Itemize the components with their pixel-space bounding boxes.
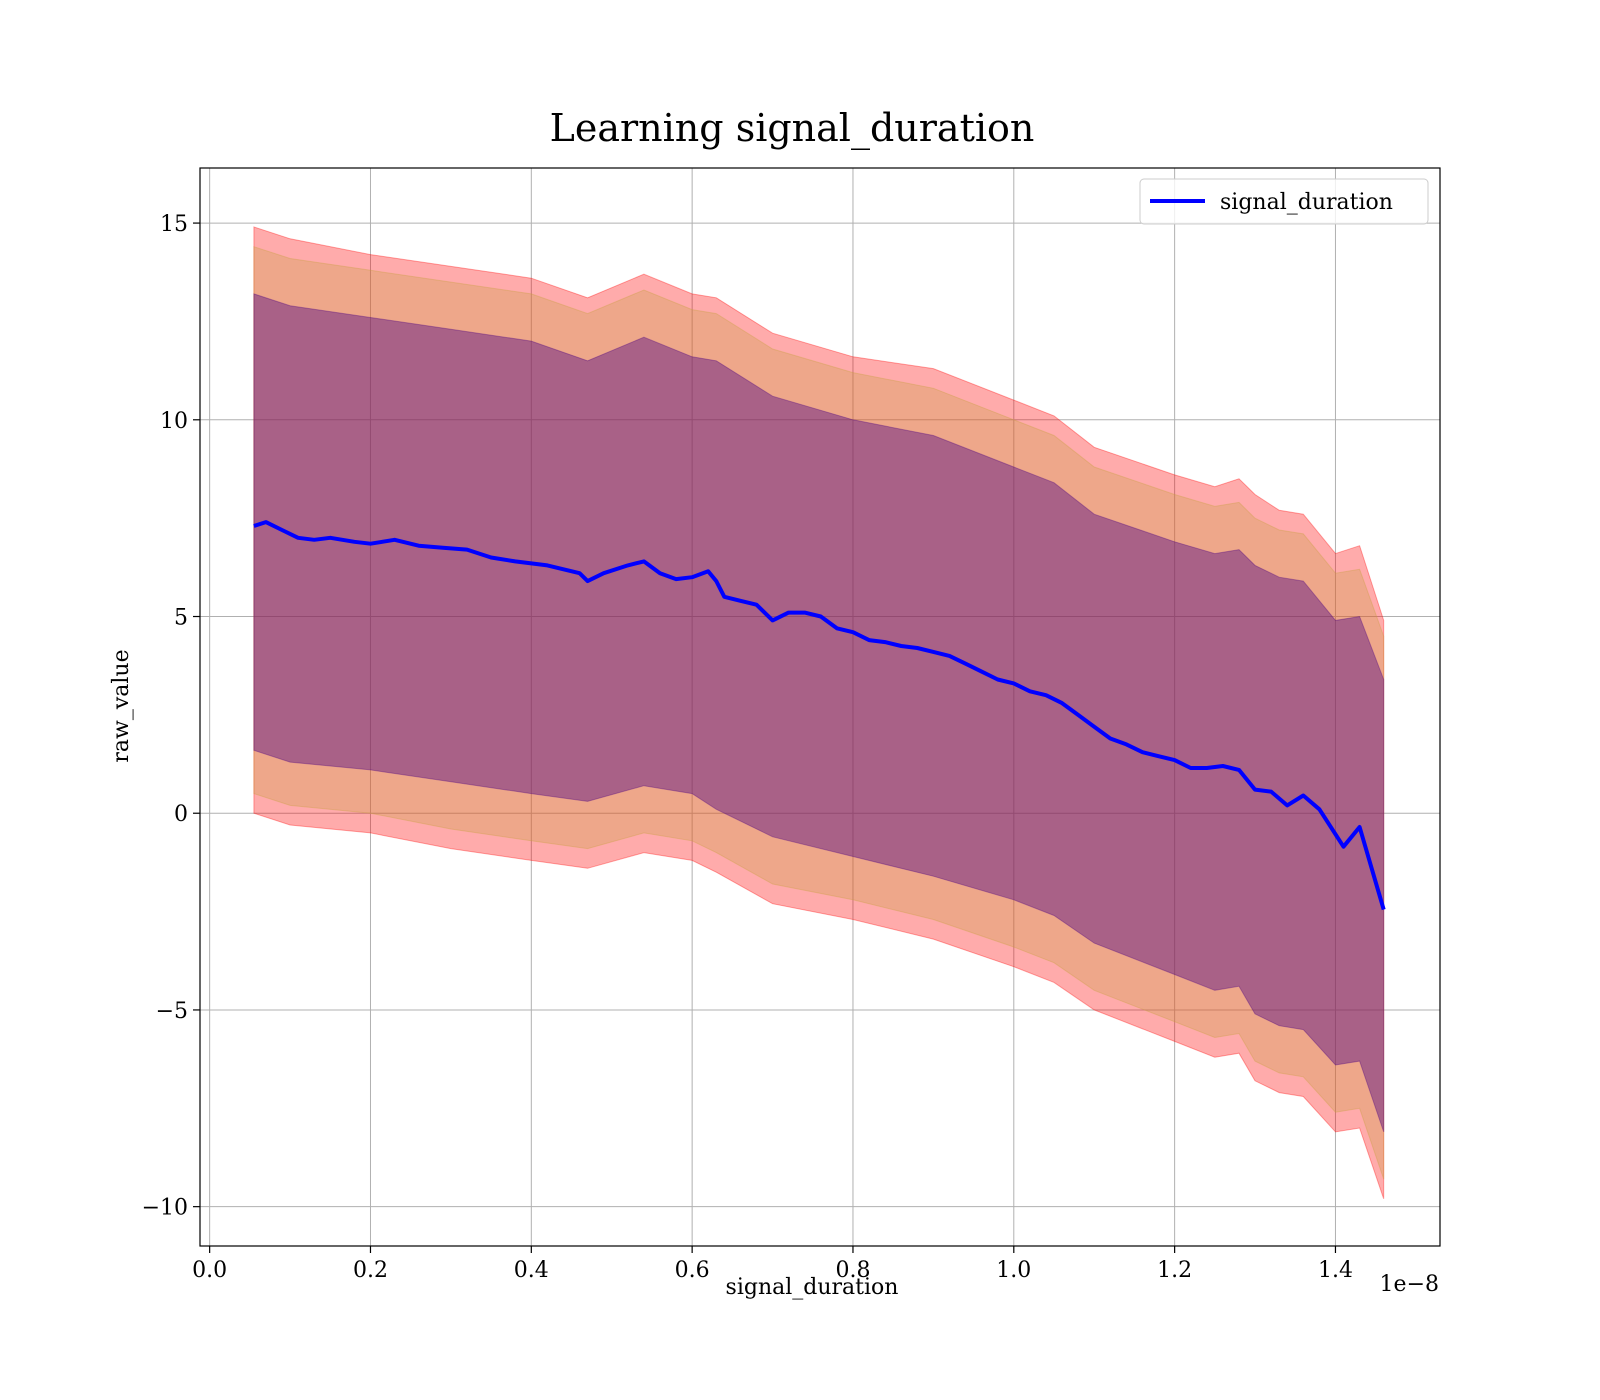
legend: signal_duration [1139, 178, 1429, 225]
band-2 [253, 293, 1385, 1133]
x-tick-label: 1.4 [1318, 1258, 1353, 1283]
x-tick-label: 0.8 [835, 1258, 870, 1283]
x-axis-label: signal_duration [726, 1275, 899, 1300]
x-tick-label: 0.0 [192, 1258, 227, 1283]
y-tick-label: −5 [156, 999, 188, 1024]
y-tick-label: −10 [142, 1196, 188, 1221]
y-tick-label: 0 [174, 802, 188, 827]
y-tick-label: 15 [160, 212, 188, 237]
y-axis-label: raw_value [109, 649, 134, 762]
x-tick-label: 1.0 [996, 1258, 1031, 1283]
x-tick-label: 0.6 [675, 1258, 710, 1283]
band-0 [253, 226, 1385, 1199]
plot-area: 0.0 0.2 0.4 0.6 0.8 1.0 1.2 1.4 −10 −5 0 5 10 15 [142, 167, 1441, 1283]
legend-label: signal_duration [1220, 190, 1393, 215]
series-line-signal_duration [253, 520, 1386, 911]
x-offset-label: 1e−8 [1380, 1272, 1439, 1297]
y-tick-label: 5 [174, 606, 188, 631]
x-tick-label: 0.4 [514, 1258, 549, 1283]
chart-title: Learning signal_duration [550, 106, 1035, 151]
band-1 [253, 246, 1385, 1180]
x-tick-label: 0.2 [353, 1258, 388, 1283]
y-tick-label: 10 [160, 409, 188, 434]
axes-frame [199, 167, 1441, 1247]
x-tick-label: 1.2 [1157, 1258, 1192, 1283]
legend-box [1139, 178, 1429, 225]
